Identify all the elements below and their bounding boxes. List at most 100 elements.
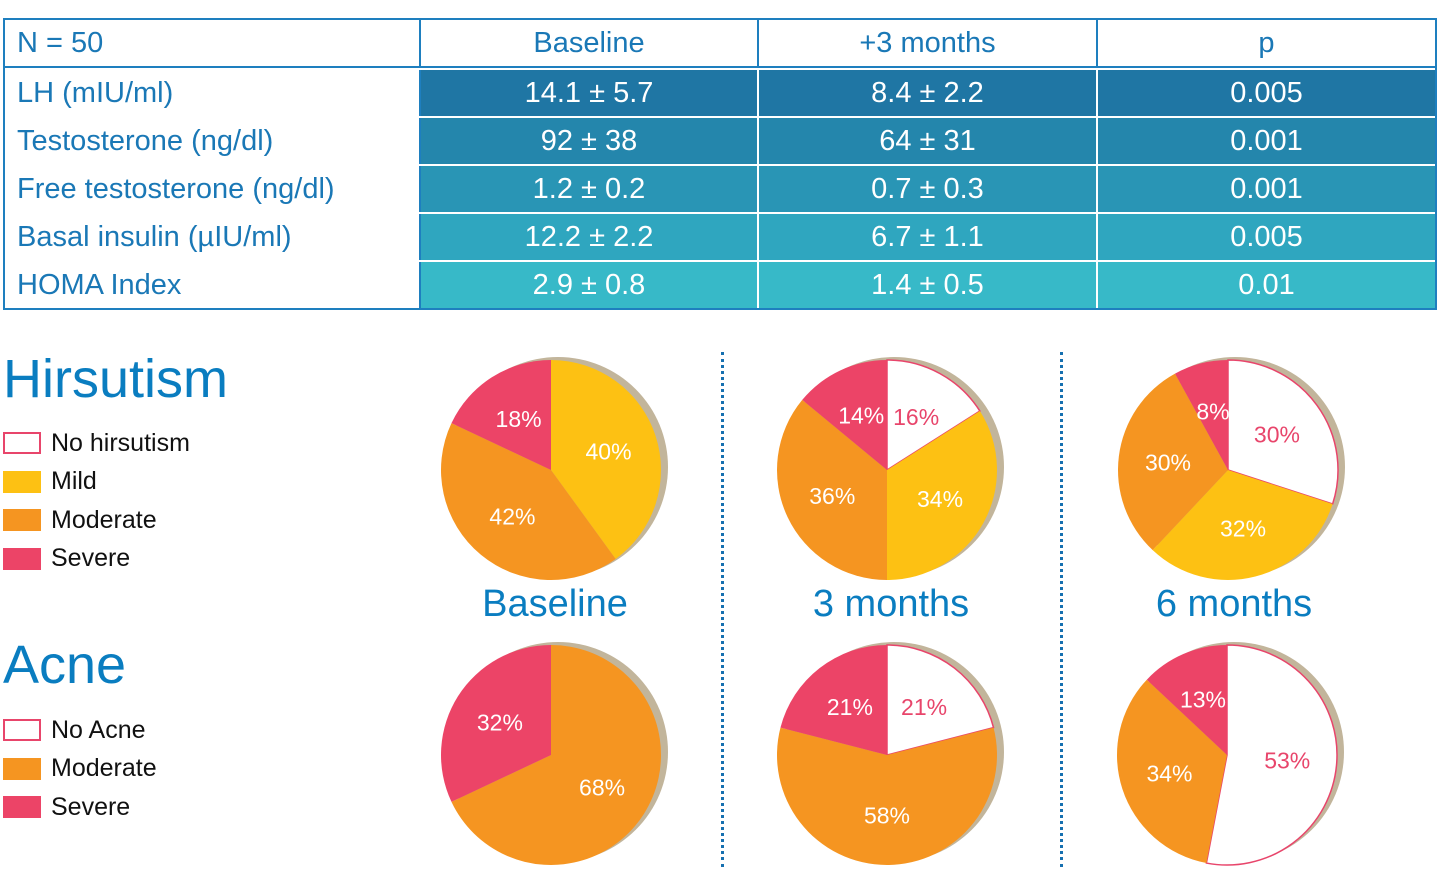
baseline-value: 1.2 ± 0.2	[421, 166, 759, 212]
pie-slice-severe	[1146, 645, 1227, 755]
baseline-value: 12.2 ± 2.2	[421, 214, 759, 260]
pie-slice-moderate	[1118, 373, 1228, 551]
row-label: Free testosterone (ng/dl)	[5, 166, 421, 212]
pie-slice-mild	[551, 360, 661, 559]
swatch-mild	[3, 470, 41, 493]
pie-data-label: 30%	[1254, 421, 1300, 447]
p-value: 0.005	[1098, 214, 1435, 260]
pie-data-label: 21%	[827, 694, 873, 720]
header-p: p	[1098, 20, 1435, 66]
p-value: 0.001	[1098, 166, 1435, 212]
pie-data-label: 34%	[1146, 761, 1192, 787]
pie-hirsutism-0: 40% 42% 18%	[440, 357, 668, 580]
pie-data-label: 30%	[1145, 449, 1191, 475]
hirsutism-title: Hirsutism	[3, 349, 228, 409]
pie-slice-moderate	[440, 423, 616, 580]
pie-slice-moderate	[776, 727, 998, 866]
pie-hirsutism-2: 30%32%30%8%	[1118, 357, 1345, 581]
pie-slice-severe	[802, 359, 887, 470]
table-row: LH (mIU/ml) 14.1 ± 5.7 8.4 ± 2.2 0.005	[5, 68, 1435, 116]
table-row: Basal insulin (µIU/ml) 12.2 ± 2.2 6.7 ± …	[5, 212, 1435, 260]
acne-title: Acne	[3, 635, 127, 695]
period-label-3-months: 3 months	[812, 583, 970, 625]
header-baseline: Baseline	[421, 20, 759, 66]
swatch-none	[3, 432, 41, 455]
p-value: 0.005	[1098, 70, 1435, 116]
pie-data-label: 58%	[864, 803, 910, 829]
pie-data-label: 32%	[477, 710, 523, 736]
pie-data-label: 8%	[1196, 398, 1229, 424]
column-divider	[1060, 352, 1063, 867]
table-row: Testosterone (ng/dl) 92 ± 38 64 ± 31 0.0…	[5, 116, 1435, 164]
acne-legend: No Acne Moderate Severe	[3, 711, 157, 827]
legend-item-severe: Severe	[3, 788, 157, 827]
legend-label: Moderate	[51, 754, 157, 783]
period-label-baseline: Baseline	[482, 583, 628, 625]
legend-label: No Acne	[51, 715, 146, 744]
swatch-none	[3, 719, 41, 742]
pie-slice-mild	[887, 411, 998, 580]
baseline-value: 2.9 ± 0.8	[421, 262, 759, 308]
pie-data-label: 13%	[1180, 686, 1226, 712]
pie-data-label: 68%	[579, 774, 625, 800]
pie-acne-2: 53% 34% 13%	[1117, 642, 1344, 866]
three-months-value: 8.4 ± 2.2	[759, 70, 1098, 116]
pie-slice-severe	[780, 645, 887, 755]
pie-data-label: 34%	[917, 486, 963, 512]
swatch-severe	[3, 547, 41, 570]
p-value: 0.01	[1098, 262, 1435, 308]
table-row: HOMA Index 2.9 ± 0.8 1.4 ± 0.5 0.01	[5, 260, 1435, 308]
pie-data-label: 36%	[809, 483, 855, 509]
table-header-row: N = 50 Baseline +3 months p	[5, 20, 1435, 68]
pie-slice-severe	[1175, 359, 1228, 470]
p-value: 0.001	[1098, 118, 1435, 164]
hirsutism-legend: No hirsutism Mild Moderate Severe	[3, 424, 190, 578]
pie-acne-0: 68% 32%	[441, 642, 668, 865]
pie-slice-moderate	[1117, 679, 1227, 864]
pie-data-label: 32%	[1220, 516, 1266, 542]
table-row: Free testosterone (ng/dl) 1.2 ± 0.2 0.7 …	[5, 164, 1435, 212]
pie-data-label: 18%	[496, 406, 542, 432]
pie-slice-severe	[441, 645, 551, 802]
legend-label: Moderate	[51, 505, 157, 534]
header-3-months: +3 months	[759, 20, 1098, 66]
pie-data-label: 14%	[838, 402, 884, 428]
pie-slice-none	[1227, 359, 1339, 505]
baseline-value: 14.1 ± 5.7	[421, 70, 759, 116]
legend-label: Mild	[51, 467, 97, 496]
column-divider	[721, 352, 724, 867]
three-months-value: 1.4 ± 0.5	[759, 262, 1098, 308]
row-label: HOMA Index	[5, 262, 421, 308]
row-label: Testosterone (ng/dl)	[5, 118, 421, 164]
three-months-value: 64 ± 31	[759, 118, 1098, 164]
pie-acne-1: 21% 58% 21%	[776, 642, 1004, 866]
legend-item-none: No Acne	[3, 711, 157, 750]
results-table: N = 50 Baseline +3 months p LH (mIU/ml) …	[3, 18, 1437, 310]
period-label-6-months: 6 months	[1155, 583, 1313, 625]
legend-item-moderate: Moderate	[3, 501, 190, 540]
pie-hirsutism-1: 16% 34% 36% 14%	[776, 357, 1004, 580]
pie-data-label: 16%	[893, 404, 939, 430]
pie-slice-moderate	[451, 645, 661, 865]
legend-item-mild: Mild	[3, 463, 190, 502]
pie-slice-moderate	[776, 399, 887, 580]
pie-data-label: 42%	[489, 504, 535, 530]
pie-slice-none	[886, 644, 995, 756]
pie-slice-mild	[1152, 470, 1333, 581]
swatch-moderate	[3, 757, 41, 780]
header-n: N = 50	[5, 20, 421, 66]
pie-slice-severe	[451, 360, 551, 470]
pie-slice-none	[1205, 644, 1338, 866]
legend-label: No hirsutism	[51, 428, 190, 457]
legend-label: Severe	[51, 544, 131, 573]
baseline-value: 92 ± 38	[421, 118, 759, 164]
pie-data-label: 21%	[901, 694, 947, 720]
swatch-moderate	[3, 509, 41, 532]
legend-label: Severe	[51, 792, 131, 821]
pie-data-label: 53%	[1264, 748, 1310, 774]
swatch-severe	[3, 796, 41, 819]
row-label: Basal insulin (µIU/ml)	[5, 214, 421, 260]
three-months-value: 6.7 ± 1.1	[759, 214, 1098, 260]
legend-item-moderate: Moderate	[3, 750, 157, 789]
